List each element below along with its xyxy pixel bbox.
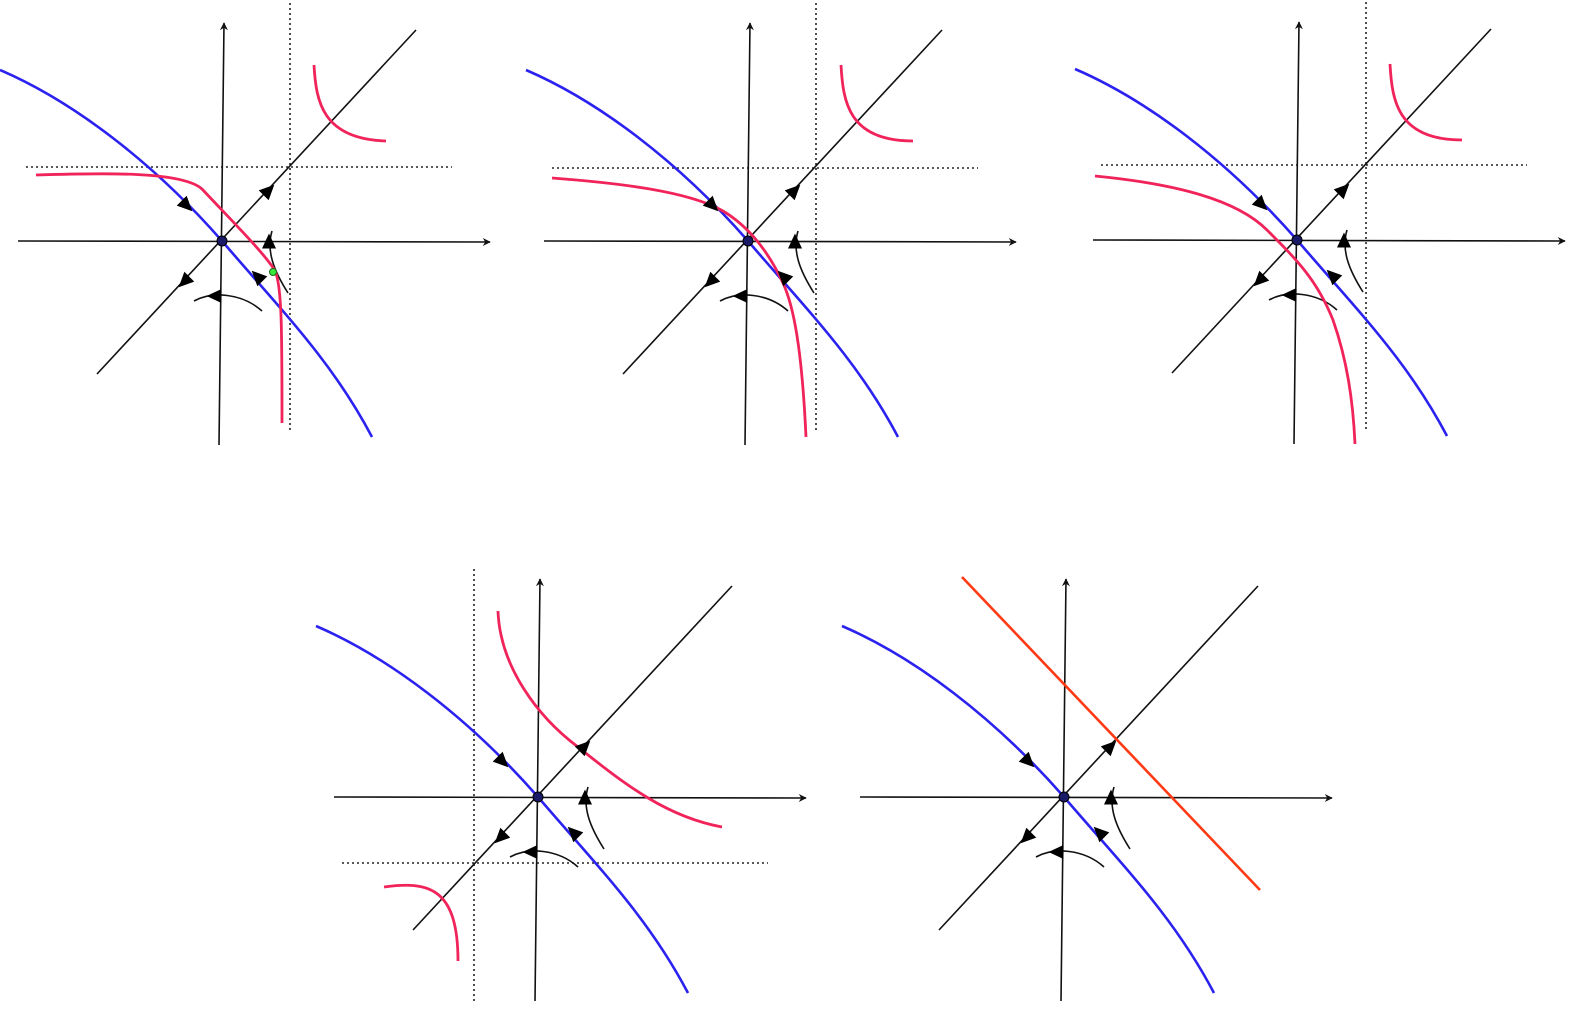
nullcline-main-branch (35, 172, 284, 424)
arrow-stable-lower (1093, 826, 1110, 843)
trajectory-lower (509, 850, 579, 868)
nullcline-main-branch (551, 176, 808, 438)
arrow-unstable-lower (494, 827, 511, 844)
x-axis (17, 237, 491, 246)
nullcline-main-branch (1094, 174, 1357, 445)
trajectory-lower (1035, 850, 1105, 868)
arrow-unstable-upper (1333, 183, 1350, 200)
panel-3 (1074, 2, 1566, 445)
saddle-point (1058, 791, 1070, 803)
arrow-unstable-lower (178, 271, 195, 288)
arrow-unstable-upper (1100, 740, 1117, 757)
stable-manifold (0, 68, 374, 438)
panel-1 (0, 3, 491, 446)
arrow-trajectory-lower (1281, 288, 1297, 302)
arrow-stable-lower (1326, 269, 1343, 286)
y-axis (534, 578, 544, 1002)
arrow-trajectory-lower (1048, 845, 1064, 859)
unstable-manifold (1171, 28, 1492, 374)
trajectory-right (585, 786, 605, 850)
x-axis (543, 237, 1017, 246)
stable-manifold (1074, 67, 1449, 437)
arrow-trajectory-lower (522, 845, 538, 859)
arrow-trajectory-lower (732, 289, 748, 303)
trajectory-lower (1268, 293, 1338, 311)
x-axis (859, 793, 1333, 802)
saddle-point (1291, 234, 1303, 246)
arrow-unstable-lower (1253, 270, 1270, 287)
y-axis (218, 22, 228, 446)
y-axis (1060, 578, 1070, 1002)
arrow-stable-upper (1251, 194, 1268, 211)
arrow-unstable-upper (784, 184, 801, 201)
unstable-manifold (96, 29, 417, 375)
unstable-manifold (622, 29, 943, 375)
arrow-stable-lower (251, 270, 268, 287)
saddle-point (742, 235, 754, 247)
nullcline-main-branch (383, 883, 460, 962)
nullcline-line (961, 576, 1261, 891)
intersection-point (269, 268, 277, 276)
panel-4 (315, 569, 807, 1002)
arrow-stable-upper (492, 751, 509, 768)
trajectory-right (269, 230, 289, 294)
y-axis (1293, 21, 1303, 445)
trajectory-right (795, 230, 815, 294)
unstable-manifold (412, 585, 733, 931)
stable-manifold (315, 624, 690, 994)
arrow-trajectory-right (1104, 789, 1118, 805)
arrow-trajectory-right (578, 789, 592, 805)
x-axis (1092, 236, 1566, 245)
nullcline-upper-branch (312, 64, 387, 143)
x-axis (333, 793, 807, 802)
nullcline-upper-branch (1388, 63, 1463, 142)
unstable-manifold (938, 585, 1259, 931)
nullcline-upper-branch (496, 610, 723, 829)
arrow-stable-upper (1018, 751, 1035, 768)
arrow-stable-lower (777, 270, 794, 287)
trajectory-right (1344, 229, 1364, 293)
stable-manifold (525, 68, 900, 438)
saddle-point (532, 791, 544, 803)
arrow-unstable-upper (574, 740, 591, 757)
trajectory-lower (719, 294, 789, 312)
nullcline-upper-branch (839, 64, 914, 143)
arrow-unstable-lower (704, 271, 721, 288)
saddle-point (216, 235, 228, 247)
arrow-unstable-upper (258, 184, 275, 201)
arrow-stable-upper (176, 195, 193, 212)
panel-5 (841, 576, 1333, 1002)
arrow-unstable-lower (1020, 827, 1037, 844)
arrow-trajectory-lower (206, 289, 222, 303)
stable-manifold (841, 624, 1216, 994)
arrow-stable-upper (702, 195, 719, 212)
panel-2 (525, 3, 1017, 446)
arrow-stable-lower (567, 826, 584, 843)
trajectory-right (1111, 786, 1131, 850)
arrow-trajectory-right (262, 233, 276, 249)
arrow-trajectory-right (1337, 232, 1351, 248)
y-axis (744, 22, 754, 446)
arrow-trajectory-right (788, 233, 802, 249)
trajectory-lower (193, 294, 263, 312)
